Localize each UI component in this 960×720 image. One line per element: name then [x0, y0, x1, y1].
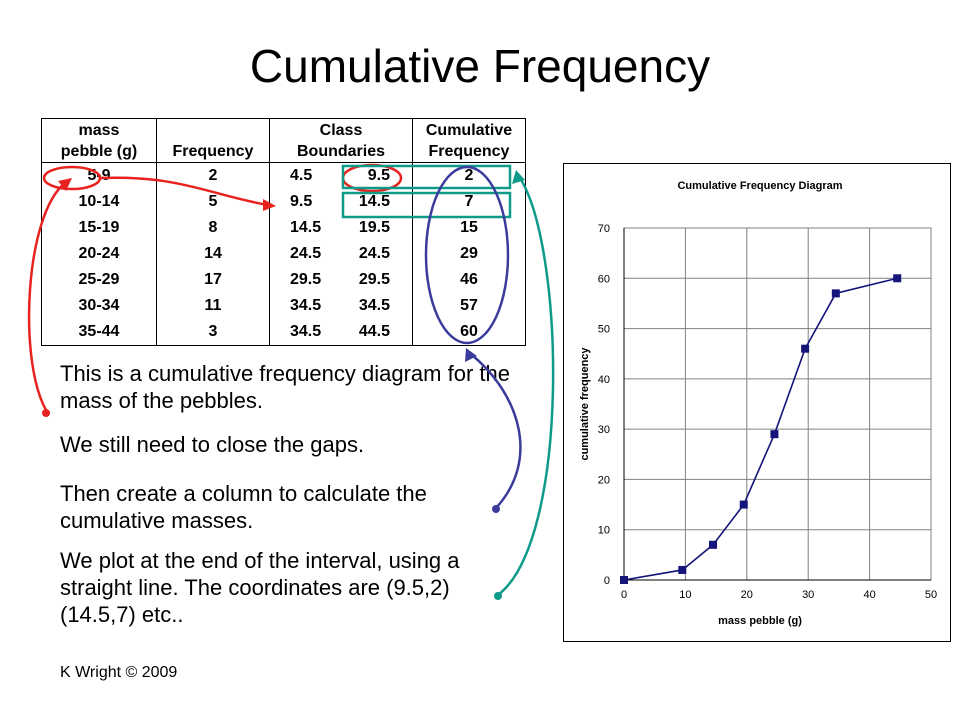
cell-mass: 30-34: [41, 293, 157, 319]
teal-rect-row1: [341, 164, 512, 190]
explanation-text-2: We still need to close the gaps.: [60, 432, 365, 457]
cell-lower-boundary: 4.5: [269, 162, 342, 189]
x-tick-label: 30: [802, 589, 814, 601]
y-tick-label: 60: [598, 273, 610, 285]
teal-arrow-dot: [494, 592, 502, 600]
explanation-text-3: Then create a column to calculate the cu…: [60, 481, 427, 533]
cell-mass: 35-44: [41, 319, 157, 346]
cell-frequency: 11: [156, 293, 270, 319]
y-tick-label: 20: [598, 474, 610, 486]
cell-mass: 20-24: [41, 241, 157, 267]
cell-mass: 25-29: [41, 267, 157, 293]
data-point: [770, 430, 779, 439]
table-row: 15-19 8 14.5 19.5 15: [41, 215, 526, 241]
cell-frequency: 2: [156, 162, 270, 189]
table-row: 25-29 17 29.5 29.5 46: [41, 267, 526, 293]
cell-frequency: 17: [156, 267, 270, 293]
red-arrow-dot: [42, 409, 50, 417]
header-mass: mass pebble (g): [41, 118, 157, 163]
blue-arrow: [471, 354, 522, 509]
cell-mass: 10-14: [41, 189, 157, 215]
series-line: [623, 277, 898, 581]
chart-svg: Cumulative Frequency Diagram mass pebble…: [579, 180, 937, 627]
y-tick-label: 10: [598, 525, 610, 537]
y-tick-label: 50: [598, 324, 610, 336]
teal-arrow-head: [512, 170, 525, 184]
y-tick-label: 40: [598, 374, 610, 386]
y-tick-label: 30: [598, 424, 610, 436]
x-tick-label: 10: [679, 589, 691, 601]
data-point: [620, 576, 628, 584]
cell-frequency: 14: [156, 241, 270, 267]
x-tick-label: 40: [863, 589, 875, 601]
cell-lower-boundary: 9.5: [269, 189, 342, 215]
cell-upper-boundary: 44.5: [341, 319, 413, 346]
x-tick-label: 0: [621, 589, 627, 601]
cell-mass: 15-19: [41, 215, 157, 241]
data-point: [893, 274, 902, 283]
cell-cumulative: 60: [412, 319, 526, 346]
table-row: 30-34 11 34.5 34.5 57: [41, 293, 526, 319]
slide-title: Cumulative Frequency: [249, 40, 711, 92]
red-arrow-curve: [99, 176, 269, 207]
cell-lower-boundary: 14.5: [269, 215, 342, 241]
red-arrow-left: [27, 182, 66, 411]
blue-arrow-dot: [492, 505, 500, 513]
chart-title: Cumulative Frequency Diagram: [677, 180, 842, 192]
cell-lower-boundary: 29.5: [269, 267, 342, 293]
y-tick-label: 0: [604, 575, 610, 587]
cumulative-frequency-chart: Cumulative Frequency Diagram mass pebble…: [563, 163, 951, 642]
x-tick-label: 20: [741, 589, 753, 601]
cell-cumulative: 57: [412, 293, 526, 319]
blue-oval-cumulative: [424, 165, 510, 345]
cell-upper-boundary: 19.5: [341, 215, 413, 241]
chart-y-axis-label: cumulative frequency: [579, 347, 591, 461]
cell-lower-boundary: 34.5: [269, 293, 342, 319]
frequency-table: mass pebble (g) Frequency Class Boundaries…: [41, 118, 526, 346]
data-point: [709, 540, 718, 549]
cell-lower-boundary: 24.5: [269, 241, 342, 267]
cell-upper-boundary: 29.5: [341, 267, 413, 293]
data-point: [678, 565, 687, 574]
data-point: [831, 289, 840, 298]
cell-lower-boundary: 34.5: [269, 319, 342, 346]
red-arrow-head-left: [58, 178, 72, 191]
x-tick-label: 50: [925, 589, 937, 601]
chart-x-axis-label: mass pebble (g): [718, 615, 802, 627]
red-arrow-head-right: [263, 199, 276, 211]
explanation-text-1: This is a cumulative frequency diagram f…: [60, 361, 510, 413]
copyright-footer: K Wright © 2009: [60, 664, 178, 681]
teal-rect-row2: [341, 191, 512, 219]
cell-upper-boundary: 34.5: [341, 293, 413, 319]
y-tick-label: 70: [598, 223, 610, 235]
blue-arrow-head: [465, 348, 477, 362]
teal-arrow: [497, 177, 555, 596]
cell-frequency: 3: [156, 319, 270, 346]
data-point: [739, 500, 748, 509]
explanation-text-4: We plot at the end of the interval, usin…: [60, 548, 460, 627]
header-cumulative-frequency: Cumulative Frequency: [412, 118, 526, 163]
data-point: [801, 344, 810, 353]
table-row: 35-44 3 34.5 44.5 60: [41, 319, 526, 346]
header-class-boundaries: Class Boundaries: [269, 118, 413, 163]
